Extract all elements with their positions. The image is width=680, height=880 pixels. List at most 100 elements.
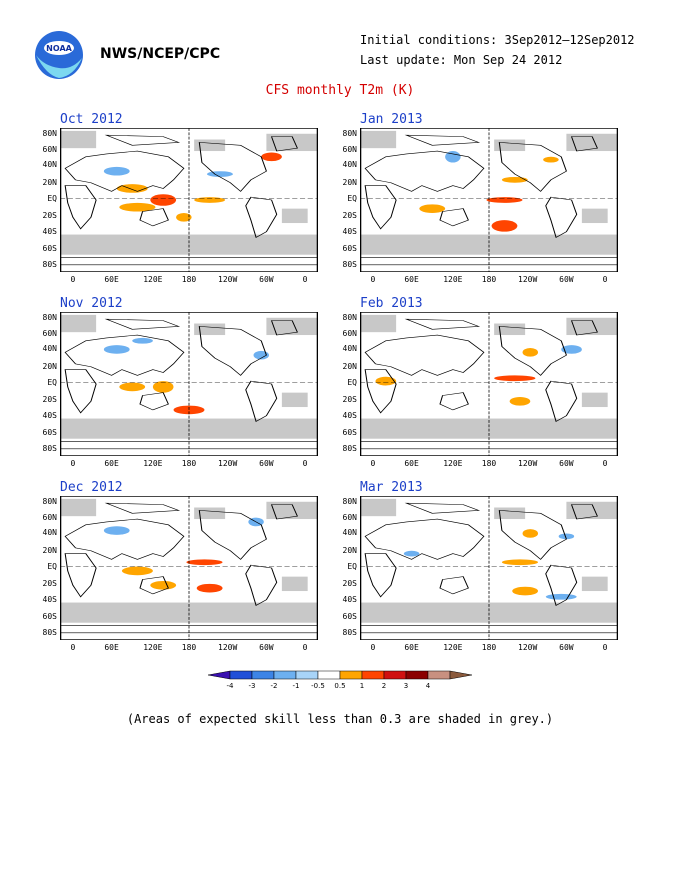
colorbar-swatch — [229, 670, 253, 680]
low-skill-area — [566, 317, 618, 336]
coastline — [245, 196, 278, 239]
coastline — [60, 625, 318, 634]
low-skill-area — [60, 498, 97, 517]
anomaly-area — [261, 152, 282, 162]
anomaly-area — [150, 580, 177, 590]
lon-tick-label: 0 — [602, 459, 608, 468]
lon-tick-label: 0 — [302, 275, 308, 284]
lon-tick-label: 180 — [181, 643, 197, 652]
lon-tick-label: 60W — [559, 643, 574, 652]
anomaly-area — [103, 166, 130, 176]
anomaly-area — [509, 396, 531, 406]
low-skill-area — [360, 602, 618, 623]
anomaly-area — [522, 348, 539, 357]
low-skill-area — [360, 130, 397, 149]
panel-title: Dec 2012 — [60, 480, 123, 495]
coastline — [64, 369, 97, 414]
lat-tick-label: 80S — [342, 259, 357, 269]
coastline — [439, 576, 469, 595]
coastline — [364, 518, 485, 560]
lat-tick-label: 40N — [342, 160, 357, 170]
lon-tick-label: 0 — [370, 643, 376, 652]
lat-tick-label: 40N — [42, 528, 57, 538]
anomaly-area — [207, 171, 233, 177]
lat-tick-label: 40S — [342, 226, 357, 236]
map-panel — [60, 496, 318, 640]
lat-tick-label: 20N — [342, 177, 357, 187]
coastline — [198, 510, 267, 560]
coastline — [60, 257, 318, 266]
lat-tick-label: 20S — [342, 210, 357, 220]
lon-tick-label: 60W — [259, 275, 274, 284]
lon-tick-label: 60W — [559, 459, 574, 468]
map-panel — [360, 312, 618, 456]
colorbar-swatch — [405, 670, 429, 680]
lon-tick-label: 0 — [370, 275, 376, 284]
low-skill-area — [60, 130, 97, 149]
lat-tick-label: 60S — [42, 611, 57, 621]
coastline — [245, 380, 278, 423]
lon-tick-label: 60E — [404, 459, 419, 468]
low-skill-area — [581, 576, 608, 592]
low-skill-area — [566, 501, 618, 520]
lon-tick-label: 0 — [302, 643, 308, 652]
noaa-logo: NOAA — [35, 31, 83, 79]
coastline — [64, 185, 97, 230]
lon-tick-label: 120E — [443, 643, 463, 652]
coastline — [60, 441, 318, 450]
coastline — [270, 136, 298, 152]
lat-tick-label: 20N — [342, 361, 357, 371]
lon-tick-label: 0 — [70, 275, 76, 284]
panel-title: Mar 2013 — [360, 480, 423, 495]
anomaly-area — [119, 382, 146, 392]
lon-tick-label: 0 — [302, 459, 308, 468]
anomaly-area — [445, 151, 461, 163]
coastline — [498, 326, 567, 376]
lat-tick-label: 60S — [342, 611, 357, 621]
lat-tick-label: 20S — [42, 394, 57, 404]
lat-tick-label: 80S — [42, 627, 57, 637]
coastline — [570, 504, 598, 520]
coastline — [404, 318, 481, 330]
coastline — [64, 334, 185, 376]
lat-tick-label: EQ — [47, 561, 57, 571]
lat-tick-label: 40S — [342, 594, 357, 604]
lat-tick-label: 80S — [342, 627, 357, 637]
coastline — [104, 502, 181, 514]
lon-tick-label: 60E — [104, 275, 119, 284]
coastline — [64, 518, 185, 560]
coastline — [364, 150, 485, 192]
map-panel — [360, 128, 618, 272]
lon-tick-label: 0 — [370, 459, 376, 468]
coastline — [245, 564, 278, 607]
lat-tick-label: 40N — [42, 160, 57, 170]
lat-tick-label: EQ — [347, 377, 357, 387]
colorbar-tick-label: -1 — [293, 682, 300, 690]
lat-tick-label: 20N — [42, 545, 57, 555]
lon-tick-label: 120E — [143, 459, 163, 468]
map-panel — [360, 496, 618, 640]
lon-tick-label: 60W — [259, 459, 274, 468]
lon-tick-label: 60E — [104, 459, 119, 468]
lat-tick-label: 60S — [342, 243, 357, 253]
coastline — [104, 134, 181, 146]
low-skill-area — [194, 139, 226, 152]
coastline — [498, 142, 567, 192]
lat-tick-label: 40S — [342, 410, 357, 420]
coastline — [404, 502, 481, 514]
low-skill-area — [360, 498, 397, 517]
lat-tick-label: 80S — [42, 259, 57, 269]
anomaly-area — [403, 550, 420, 557]
coastline — [139, 392, 169, 411]
lat-tick-label: 60N — [42, 144, 57, 154]
lat-tick-label: 60N — [42, 328, 57, 338]
figure-title: CFS monthly T2m (K) — [265, 83, 415, 98]
lat-tick-label: EQ — [347, 561, 357, 571]
low-skill-area — [60, 314, 97, 333]
coastline — [64, 553, 97, 598]
low-skill-area — [266, 317, 318, 336]
anomaly-area — [375, 376, 397, 386]
panel-title: Oct 2012 — [60, 112, 123, 127]
anomaly-area — [545, 593, 577, 600]
lon-tick-label: 0 — [70, 643, 76, 652]
